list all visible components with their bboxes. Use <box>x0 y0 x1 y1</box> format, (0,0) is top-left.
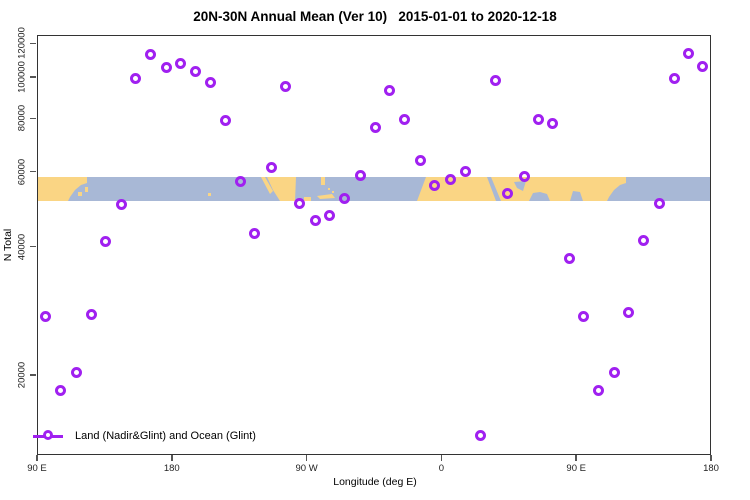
data-point <box>294 197 305 209</box>
data-point <box>234 175 246 187</box>
y-tick-label: 60000 <box>16 158 28 185</box>
data-point <box>189 65 201 77</box>
data-point <box>459 166 471 178</box>
data-point <box>130 73 142 85</box>
data-point <box>39 311 51 323</box>
data-point <box>414 154 426 166</box>
data-point <box>668 73 680 85</box>
y-tick-label: 100000 <box>16 61 28 93</box>
data-point <box>205 76 217 88</box>
data-point <box>339 193 351 205</box>
data-point <box>310 215 322 227</box>
world-map-strip <box>37 177 711 201</box>
data-point <box>383 84 395 96</box>
data-point <box>592 384 604 396</box>
x-tick-label: 90 W <box>295 463 318 474</box>
data-point <box>354 170 366 182</box>
data-point <box>578 311 590 323</box>
x-tick-label: 90 E <box>27 463 47 474</box>
data-point <box>489 74 501 86</box>
y-tick-mark <box>30 170 36 173</box>
data-point <box>85 308 97 320</box>
y-tick-label: 20000 <box>16 361 28 389</box>
x-tick-mark <box>305 455 308 461</box>
data-point <box>160 61 172 73</box>
y-tick-label: 80000 <box>16 105 28 132</box>
data-point <box>533 114 545 126</box>
data-point <box>428 179 440 191</box>
x-tick-mark <box>710 455 712 461</box>
x-tick-mark <box>171 455 173 461</box>
data-point <box>547 118 559 130</box>
data-point <box>623 307 635 319</box>
data-point <box>220 114 232 126</box>
data-point <box>324 210 336 222</box>
x-tick-label: 0 <box>438 463 445 474</box>
data-point <box>638 235 650 247</box>
data-point <box>653 198 665 210</box>
data-point <box>266 161 278 173</box>
y-tick-mark <box>30 117 36 120</box>
y-tick-mark <box>30 245 36 248</box>
y-tick-mark <box>30 76 36 78</box>
x-tick-label: 180 <box>163 463 180 474</box>
data-point <box>70 367 82 379</box>
data-point <box>474 429 486 441</box>
x-tick-label: 180 <box>703 463 719 474</box>
data-point <box>145 48 157 60</box>
data-point <box>683 47 695 59</box>
x-tick-mark <box>575 455 577 461</box>
data-point <box>502 187 514 199</box>
x-tick-label: 90 E <box>566 463 586 474</box>
data-point <box>175 57 187 69</box>
y-tick-label: 120000 <box>16 27 28 60</box>
y-tick-mark <box>30 42 36 45</box>
plot-frame <box>37 35 711 455</box>
legend-label: Land (Nadir&Glint) and Ocean (Glint) <box>75 430 256 442</box>
data-point <box>609 367 621 379</box>
data-point <box>279 81 291 93</box>
legend-point-sample <box>43 430 53 440</box>
data-point <box>697 61 709 73</box>
data-point <box>370 121 382 133</box>
data-point <box>54 384 66 396</box>
data-point <box>519 170 531 182</box>
data-point <box>116 198 128 210</box>
y-axis-label: N Total <box>2 228 14 262</box>
y-tick-mark <box>30 374 36 376</box>
x-axis-label: Longitude (deg E) <box>333 476 417 488</box>
y-tick-label: 40000 <box>16 233 28 260</box>
data-point <box>248 227 260 239</box>
data-point <box>100 236 112 248</box>
data-point <box>563 253 575 265</box>
x-tick-mark <box>36 455 38 461</box>
data-point <box>398 114 410 125</box>
x-tick-mark <box>440 455 443 461</box>
data-point <box>444 173 456 185</box>
chart-title: 20N-30N Annual Mean (Ver 10) 2015-01-01 … <box>193 9 557 24</box>
